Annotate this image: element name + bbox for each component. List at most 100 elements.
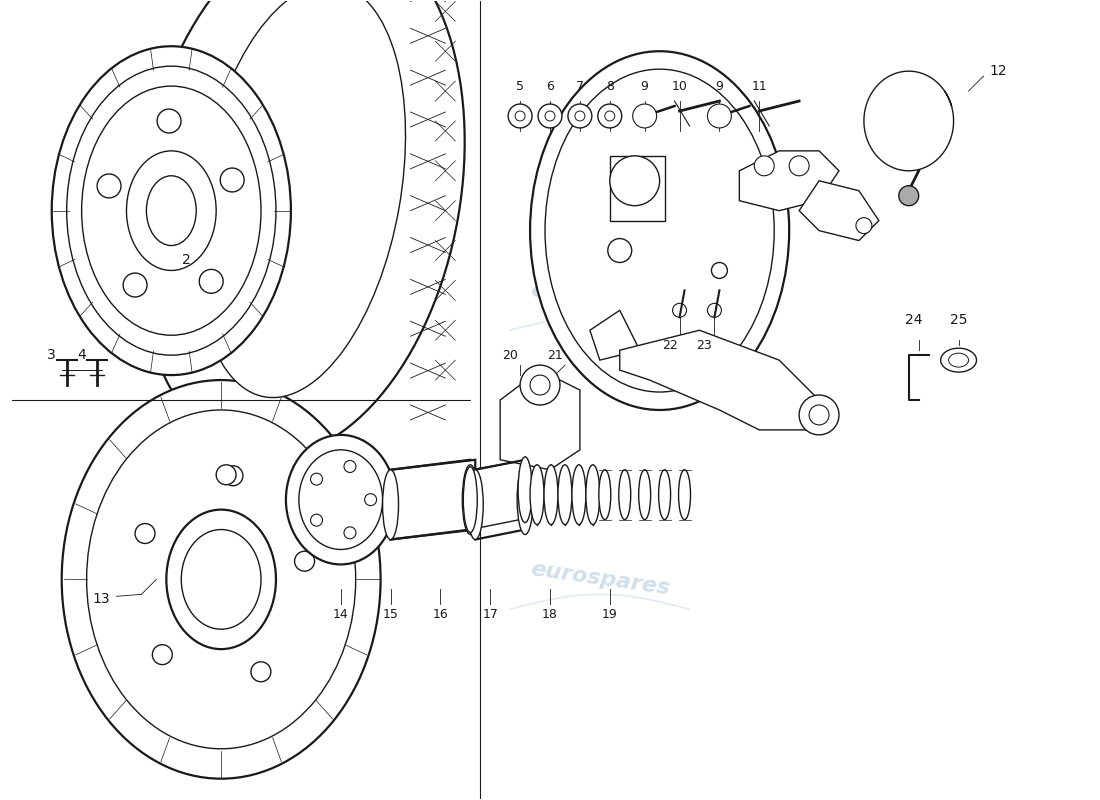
- Circle shape: [508, 104, 532, 128]
- Ellipse shape: [530, 465, 544, 525]
- Text: 18: 18: [542, 608, 558, 621]
- Ellipse shape: [940, 348, 977, 372]
- Text: 9: 9: [640, 79, 649, 93]
- Text: eurospares: eurospares: [529, 281, 671, 320]
- Ellipse shape: [52, 46, 290, 375]
- Ellipse shape: [659, 470, 671, 519]
- Circle shape: [544, 111, 556, 121]
- Text: 13: 13: [92, 592, 110, 606]
- Ellipse shape: [146, 176, 196, 246]
- Circle shape: [575, 111, 585, 121]
- Circle shape: [789, 156, 810, 176]
- Text: 17: 17: [482, 608, 498, 621]
- Ellipse shape: [598, 470, 611, 519]
- Circle shape: [605, 111, 615, 121]
- Circle shape: [251, 662, 271, 682]
- Circle shape: [799, 395, 839, 435]
- Ellipse shape: [558, 465, 572, 525]
- Circle shape: [608, 238, 631, 262]
- Text: 20: 20: [503, 349, 518, 362]
- Ellipse shape: [138, 0, 464, 457]
- Text: 21: 21: [547, 349, 563, 362]
- Text: 7: 7: [576, 79, 584, 93]
- Ellipse shape: [544, 69, 774, 392]
- Text: 24: 24: [905, 314, 923, 327]
- Circle shape: [157, 109, 182, 133]
- Text: 22: 22: [662, 338, 678, 352]
- Text: 16: 16: [432, 608, 449, 621]
- Circle shape: [707, 104, 732, 128]
- Text: eurospares: eurospares: [120, 281, 262, 320]
- Ellipse shape: [609, 156, 660, 206]
- Ellipse shape: [126, 151, 217, 270]
- Circle shape: [135, 523, 155, 543]
- Ellipse shape: [182, 530, 261, 630]
- Ellipse shape: [383, 470, 398, 539]
- Text: eurospares: eurospares: [529, 560, 671, 599]
- Circle shape: [344, 527, 356, 539]
- Text: 9: 9: [715, 79, 724, 93]
- Circle shape: [712, 262, 727, 278]
- Ellipse shape: [299, 450, 383, 550]
- Text: 6: 6: [546, 79, 554, 93]
- Text: 11: 11: [751, 79, 767, 93]
- Circle shape: [632, 104, 657, 128]
- Circle shape: [310, 473, 322, 485]
- Circle shape: [217, 465, 236, 485]
- Circle shape: [538, 104, 562, 128]
- Circle shape: [344, 461, 356, 473]
- Circle shape: [295, 551, 315, 571]
- Ellipse shape: [530, 51, 789, 410]
- Circle shape: [707, 303, 722, 318]
- Text: 25: 25: [949, 314, 967, 327]
- Circle shape: [520, 365, 560, 405]
- Text: eurospares: eurospares: [120, 560, 262, 599]
- Circle shape: [123, 273, 147, 297]
- Text: 19: 19: [602, 608, 618, 621]
- Ellipse shape: [948, 353, 968, 367]
- Ellipse shape: [62, 380, 381, 778]
- Ellipse shape: [87, 410, 355, 749]
- Circle shape: [530, 375, 550, 395]
- Polygon shape: [471, 460, 530, 530]
- Circle shape: [364, 494, 376, 506]
- Circle shape: [97, 174, 121, 198]
- Ellipse shape: [196, 0, 406, 398]
- Ellipse shape: [81, 86, 261, 335]
- Ellipse shape: [586, 465, 600, 525]
- Circle shape: [672, 303, 686, 318]
- Ellipse shape: [67, 66, 276, 355]
- Circle shape: [310, 514, 322, 526]
- Text: 3: 3: [47, 348, 56, 362]
- Text: 8: 8: [606, 79, 614, 93]
- Text: 14: 14: [333, 608, 349, 621]
- Circle shape: [810, 405, 829, 425]
- Text: 2: 2: [182, 254, 190, 267]
- Text: 15: 15: [383, 608, 398, 621]
- Bar: [609, 156, 664, 221]
- Circle shape: [152, 645, 173, 665]
- Polygon shape: [590, 310, 640, 360]
- Text: 5: 5: [516, 79, 524, 93]
- Ellipse shape: [286, 435, 396, 565]
- Text: 10: 10: [672, 79, 688, 93]
- Polygon shape: [390, 460, 475, 539]
- Ellipse shape: [572, 465, 586, 525]
- Circle shape: [597, 104, 622, 128]
- Circle shape: [899, 186, 918, 206]
- Circle shape: [568, 104, 592, 128]
- Ellipse shape: [619, 470, 630, 519]
- Polygon shape: [739, 151, 839, 210]
- Ellipse shape: [462, 465, 478, 534]
- Circle shape: [199, 270, 223, 294]
- Circle shape: [856, 218, 872, 234]
- Text: 4: 4: [77, 348, 86, 362]
- Polygon shape: [619, 330, 820, 430]
- Polygon shape: [500, 370, 580, 470]
- Ellipse shape: [166, 510, 276, 649]
- Text: 23: 23: [696, 338, 713, 352]
- Circle shape: [755, 156, 774, 176]
- Ellipse shape: [544, 465, 558, 525]
- Ellipse shape: [639, 470, 650, 519]
- Ellipse shape: [463, 466, 477, 533]
